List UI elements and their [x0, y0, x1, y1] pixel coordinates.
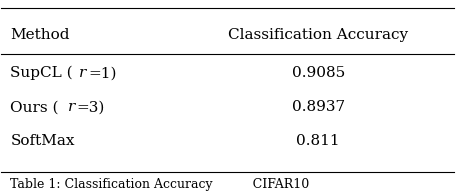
Text: SoftMax: SoftMax: [11, 134, 75, 148]
Text: =3): =3): [76, 100, 105, 114]
Text: 0.9085: 0.9085: [292, 66, 345, 80]
Text: Classification Accuracy: Classification Accuracy: [228, 29, 408, 42]
Text: Ours (: Ours (: [11, 100, 59, 114]
Text: SupCL (: SupCL (: [11, 66, 73, 81]
Text: =1): =1): [88, 66, 117, 80]
Text: Method: Method: [11, 29, 70, 42]
Text: r: r: [67, 100, 75, 114]
Text: Table 1: Classification Accuracy          CIFAR10: Table 1: Classification Accuracy CIFAR10: [11, 178, 310, 191]
Text: 0.8937: 0.8937: [292, 100, 345, 114]
Text: r: r: [79, 66, 87, 80]
Text: 0.811: 0.811: [296, 134, 340, 148]
